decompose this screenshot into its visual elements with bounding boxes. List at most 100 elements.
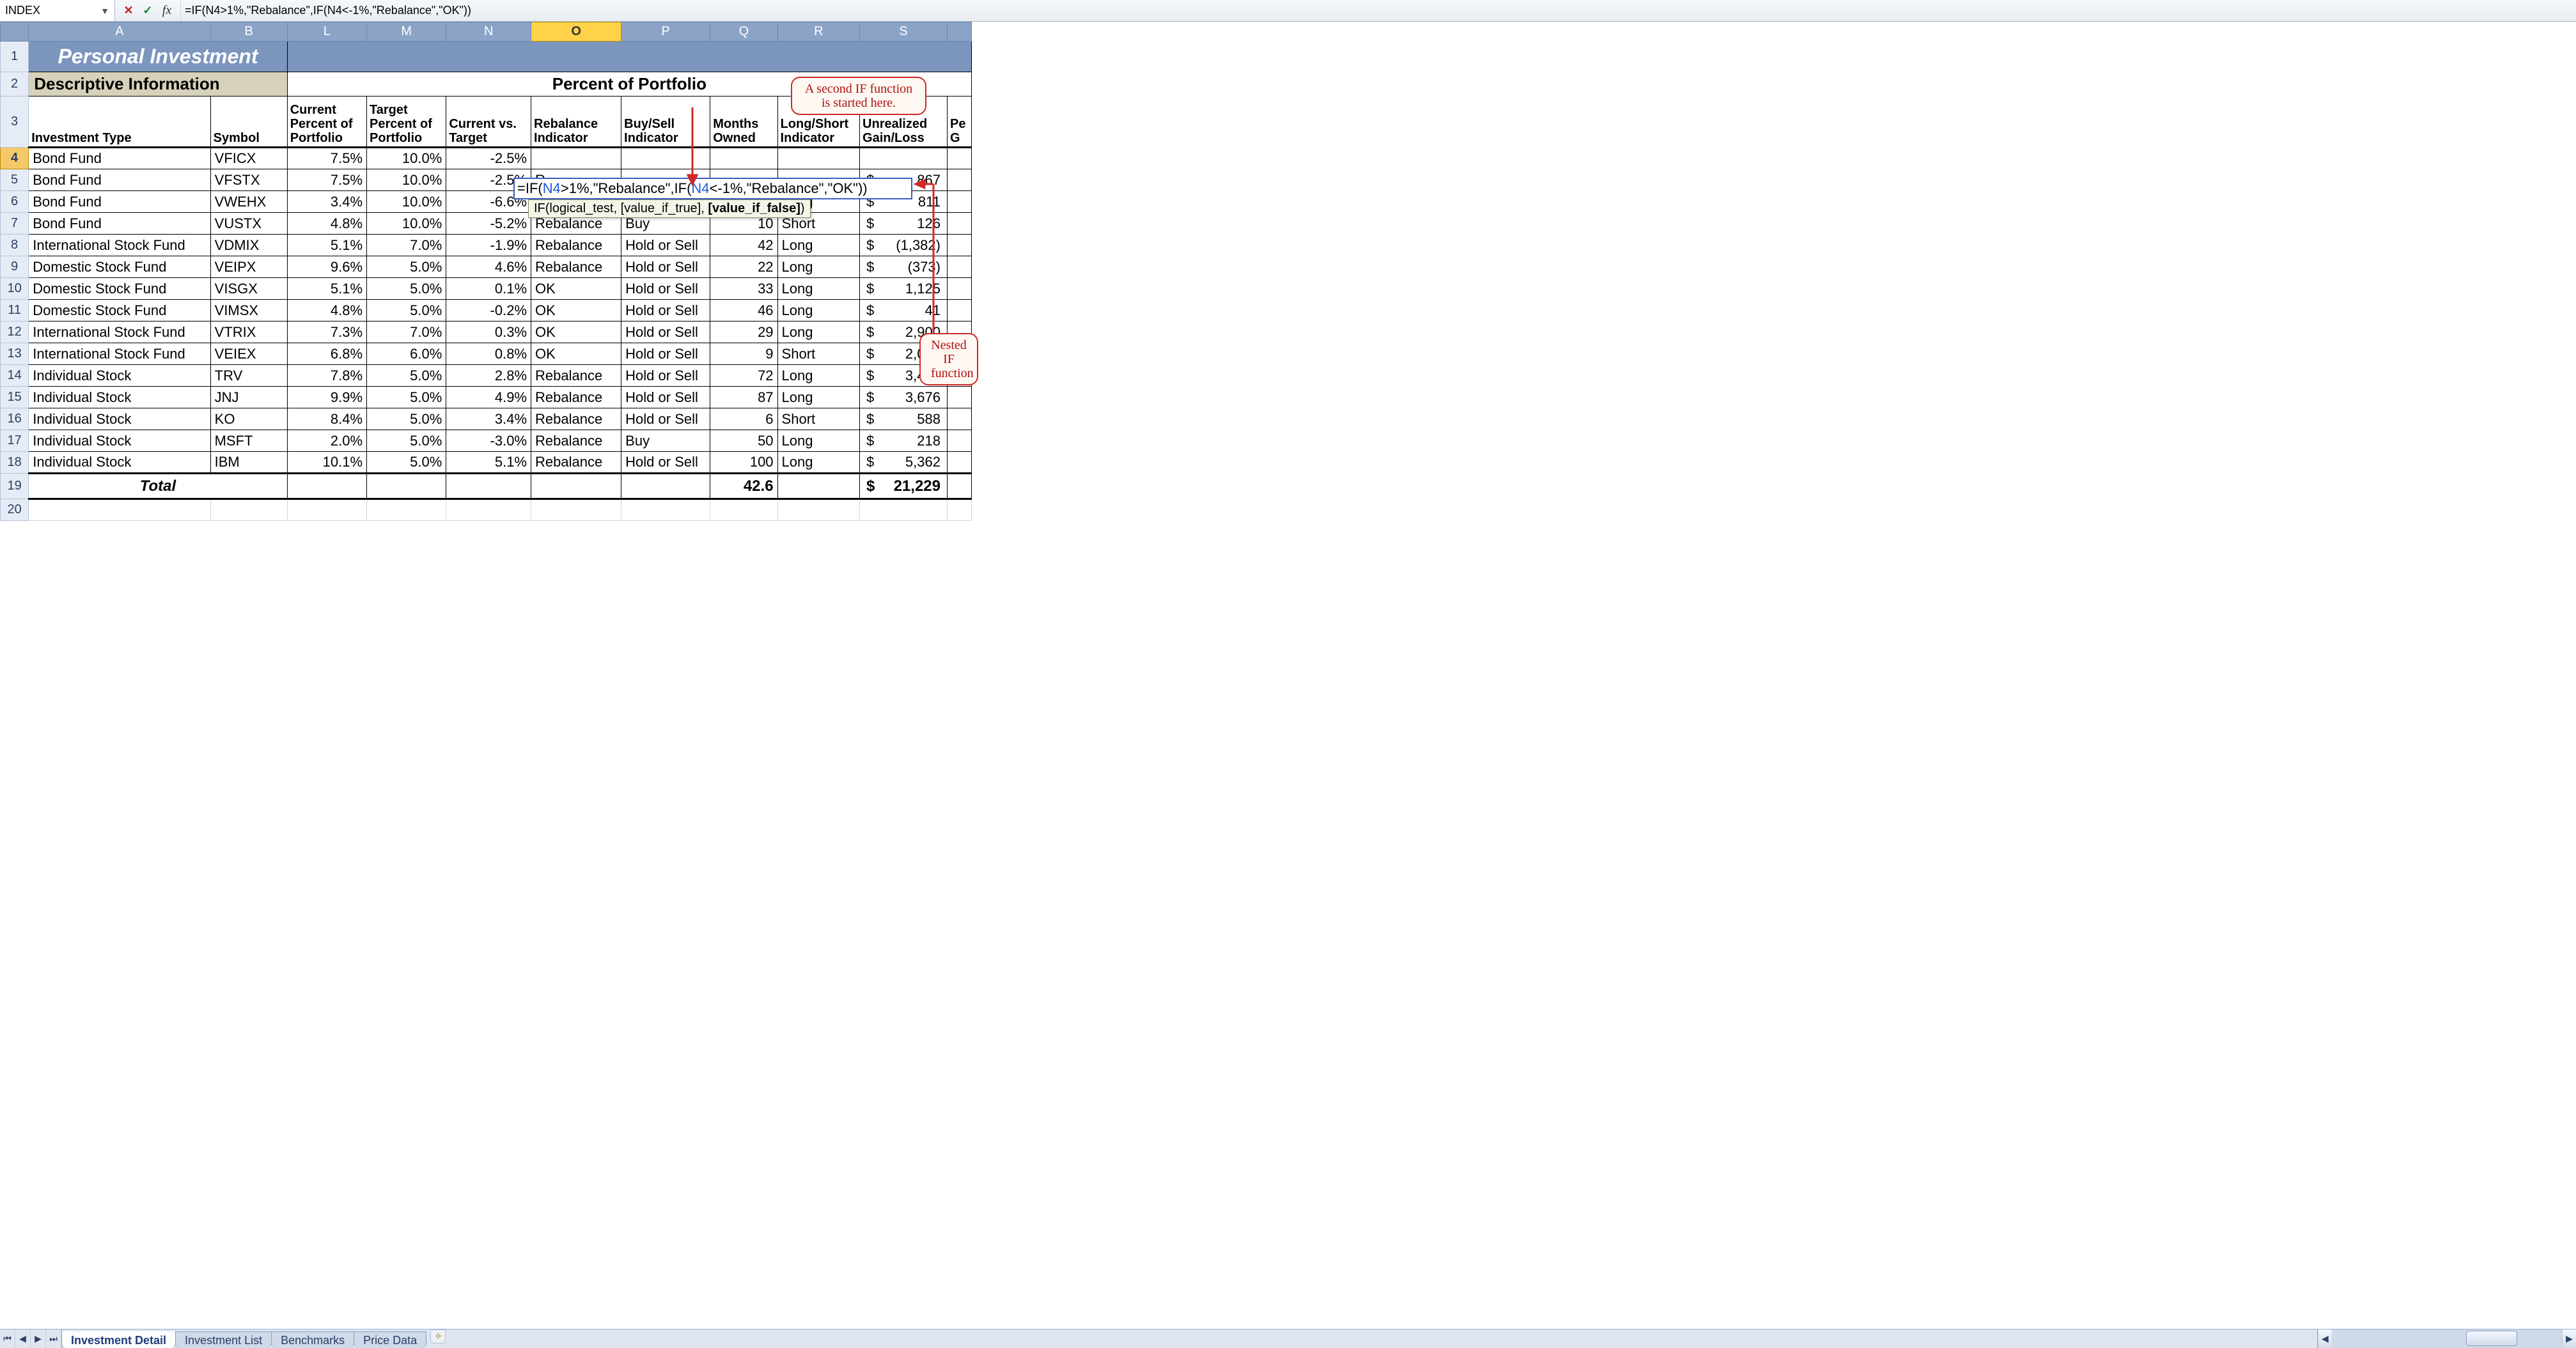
cell-current[interactable]: 2.0% xyxy=(287,430,366,452)
column-header[interactable]: S xyxy=(860,22,948,42)
cell-rebalance[interactable]: Rebalance xyxy=(531,452,621,474)
in-cell-formula-edit[interactable]: =IF(N4>1%,"Rebalance",IF(N4<-1%,"Rebalan… xyxy=(513,178,912,199)
cell-symbol[interactable]: VFSTX xyxy=(210,169,287,191)
cell-months[interactable]: 50 xyxy=(710,430,777,452)
cell-months[interactable]: 87 xyxy=(710,387,777,408)
section-descriptive[interactable]: Descriptive Information xyxy=(29,72,287,97)
cell-diff[interactable]: -5.2% xyxy=(446,213,531,235)
cell-type[interactable]: Domestic Stock Fund xyxy=(29,256,210,278)
scroll-track[interactable] xyxy=(2332,1329,2562,1348)
cell-symbol[interactable]: VISGX xyxy=(210,278,287,300)
cell-current[interactable]: 7.5% xyxy=(287,169,366,191)
cell-overflow[interactable] xyxy=(947,148,971,169)
sheet-nav-button[interactable]: ▶ xyxy=(31,1329,46,1348)
cell-gainloss[interactable]: $(373) xyxy=(860,256,948,278)
column-label[interactable]: Current Percent of Portfolio xyxy=(287,97,366,148)
cell-symbol[interactable]: VEIEX xyxy=(210,343,287,365)
cell-rebalance[interactable]: OK xyxy=(531,322,621,343)
cell-months[interactable]: 46 xyxy=(710,300,777,322)
cell-type[interactable]: Domestic Stock Fund xyxy=(29,278,210,300)
cell-months[interactable]: 9 xyxy=(710,343,777,365)
column-label[interactable]: Current vs. Target xyxy=(446,97,531,148)
cell-longshort[interactable]: Long xyxy=(777,322,860,343)
cell-target[interactable]: 5.0% xyxy=(367,278,446,300)
cell-type[interactable]: Individual Stock xyxy=(29,430,210,452)
empty-cell[interactable] xyxy=(210,499,287,521)
fx-icon[interactable]: fx xyxy=(160,4,174,18)
cell-symbol[interactable]: VEIPX xyxy=(210,256,287,278)
cell-target[interactable]: 10.0% xyxy=(367,213,446,235)
confirm-edit-button[interactable]: ✓ xyxy=(141,4,155,18)
row-header[interactable]: 9 xyxy=(1,256,29,278)
row-header[interactable]: 14 xyxy=(1,365,29,387)
cell-target[interactable]: 5.0% xyxy=(367,387,446,408)
row-header[interactable]: 6 xyxy=(1,191,29,213)
cell-rebalance[interactable]: Rebalance xyxy=(531,408,621,430)
row-header[interactable]: 3 xyxy=(1,97,29,148)
cell-symbol[interactable]: VFICX xyxy=(210,148,287,169)
cell-buysell[interactable]: Hold or Sell xyxy=(621,365,710,387)
scroll-thumb[interactable] xyxy=(2466,1331,2517,1346)
column-label[interactable]: Investment Type xyxy=(29,97,210,148)
cell-current[interactable]: 4.8% xyxy=(287,213,366,235)
cell-diff[interactable]: 3.4% xyxy=(446,408,531,430)
cell-rebalance[interactable] xyxy=(531,148,621,169)
sheet-tab[interactable]: Benchmarks xyxy=(271,1331,354,1348)
sheet-tab[interactable]: Price Data xyxy=(354,1331,426,1348)
row-header[interactable]: 11 xyxy=(1,300,29,322)
row-header[interactable]: 19 xyxy=(1,474,29,499)
cell-target[interactable]: 6.0% xyxy=(367,343,446,365)
select-all-corner[interactable] xyxy=(1,22,29,42)
row-header[interactable]: 1 xyxy=(1,42,29,72)
sheet-tab[interactable]: Investment Detail xyxy=(61,1331,176,1348)
cell-gainloss[interactable]: $21,229 xyxy=(860,474,948,499)
cell-longshort[interactable]: Long xyxy=(777,235,860,256)
scroll-right-button[interactable]: ▶ xyxy=(2562,1329,2576,1348)
cell-gainloss[interactable]: $588 xyxy=(860,408,948,430)
cell-longshort[interactable]: Long xyxy=(777,430,860,452)
cell-gainloss[interactable]: $218 xyxy=(860,430,948,452)
cell-diff[interactable]: 0.1% xyxy=(446,278,531,300)
cell-diff[interactable]: 5.1% xyxy=(446,452,531,474)
cell-diff[interactable]: -2.5% xyxy=(446,148,531,169)
cell-diff[interactable]: -1.9% xyxy=(446,235,531,256)
column-header[interactable]: A xyxy=(29,22,210,42)
sheet-nav-button[interactable]: ⏮ xyxy=(0,1329,15,1348)
empty-cell[interactable] xyxy=(710,499,777,521)
empty-cell[interactable] xyxy=(860,499,948,521)
cell-type[interactable]: International Stock Fund xyxy=(29,322,210,343)
cell-symbol[interactable]: VIMSX xyxy=(210,300,287,322)
cell-months[interactable]: 33 xyxy=(710,278,777,300)
cell-buysell[interactable]: Hold or Sell xyxy=(621,408,710,430)
cancel-edit-button[interactable]: ✕ xyxy=(121,4,136,18)
cell-diff[interactable]: -0.2% xyxy=(446,300,531,322)
cell-overflow[interactable] xyxy=(947,387,971,408)
cell-rebalance[interactable]: OK xyxy=(531,278,621,300)
cell-current[interactable]: 9.6% xyxy=(287,256,366,278)
cell-type[interactable]: Bond Fund xyxy=(29,169,210,191)
cell-rebalance[interactable]: OK xyxy=(531,343,621,365)
cell-buysell[interactable]: Hold or Sell xyxy=(621,256,710,278)
total-blank[interactable] xyxy=(531,474,621,499)
cell-longshort[interactable]: Long xyxy=(777,278,860,300)
cell-current[interactable]: 7.8% xyxy=(287,365,366,387)
cell-buysell[interactable]: Hold or Sell xyxy=(621,343,710,365)
cell-months[interactable] xyxy=(710,148,777,169)
column-header[interactable]: O xyxy=(531,22,621,42)
empty-cell[interactable] xyxy=(777,499,860,521)
column-header[interactable]: B xyxy=(210,22,287,42)
cell-longshort[interactable]: Short xyxy=(777,343,860,365)
column-header[interactable]: L xyxy=(287,22,366,42)
empty-cell[interactable] xyxy=(947,499,971,521)
cell-months[interactable]: 100 xyxy=(710,452,777,474)
cell-longshort[interactable]: Long xyxy=(777,300,860,322)
cell-buysell[interactable]: Hold or Sell xyxy=(621,235,710,256)
cell-current[interactable]: 3.4% xyxy=(287,191,366,213)
cell-symbol[interactable]: TRV xyxy=(210,365,287,387)
column-label[interactable]: Symbol xyxy=(210,97,287,148)
cell-target[interactable]: 7.0% xyxy=(367,322,446,343)
cell-target[interactable]: 5.0% xyxy=(367,300,446,322)
cell-current[interactable]: 5.1% xyxy=(287,278,366,300)
row-header[interactable]: 15 xyxy=(1,387,29,408)
cell-current[interactable]: 10.1% xyxy=(287,452,366,474)
